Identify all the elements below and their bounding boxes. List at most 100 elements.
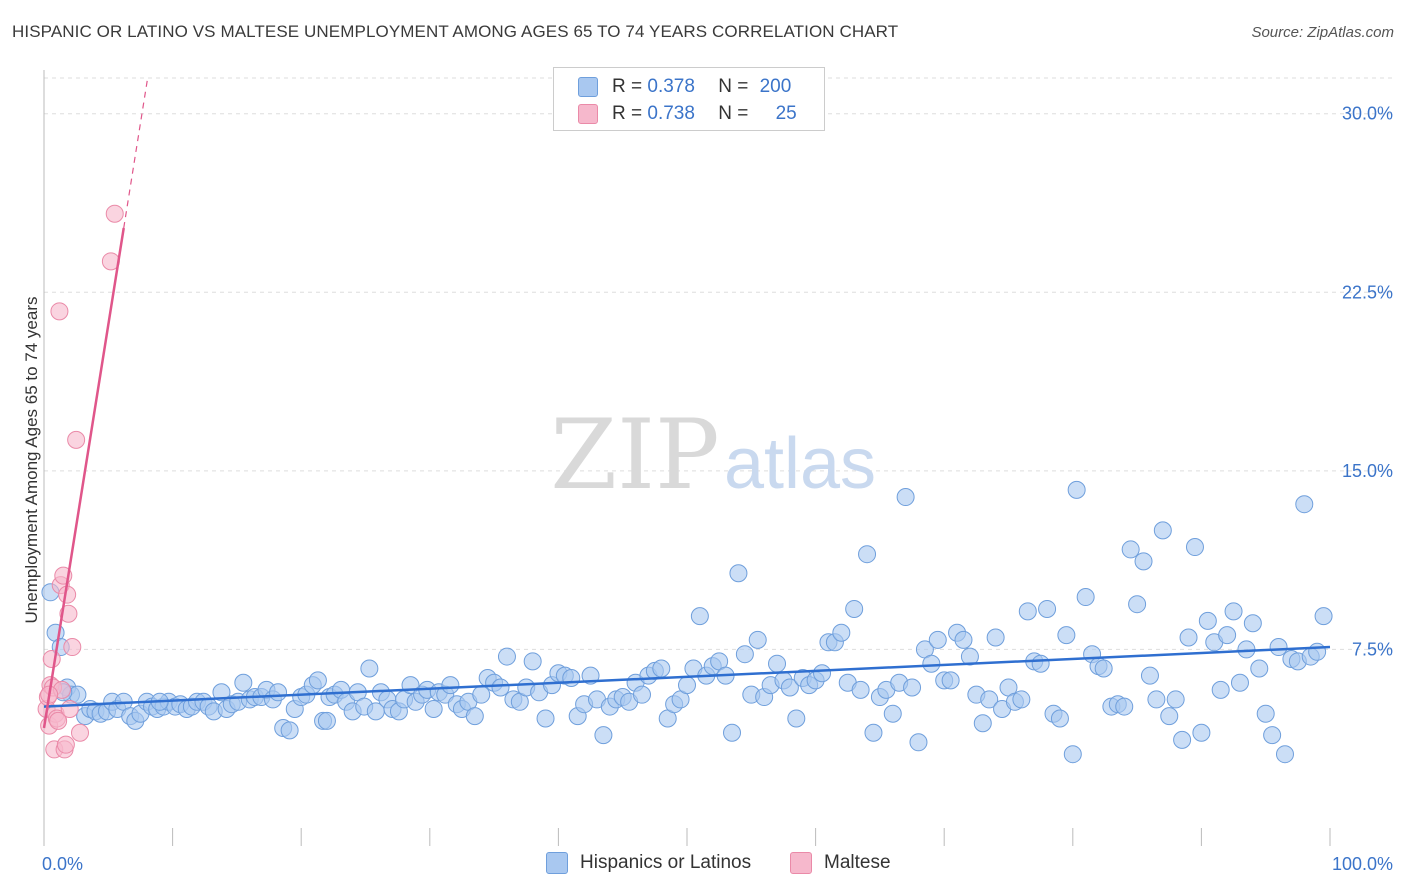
- data-point-hispanics: [1192, 723, 1211, 742]
- series-swatch-pink: [790, 852, 812, 874]
- data-point-hispanics: [883, 704, 902, 723]
- data-point-hispanics: [1250, 659, 1269, 678]
- data-point-hispanics: [748, 630, 767, 649]
- data-point-hispanics: [1211, 680, 1230, 699]
- data-point-hispanics: [1256, 704, 1275, 723]
- data-point-hispanics: [960, 647, 979, 666]
- data-point-hispanics: [562, 669, 581, 687]
- legend-r-value: 0.378: [647, 76, 695, 97]
- data-point-hispanics: [780, 678, 799, 697]
- data-point-hispanics: [787, 709, 806, 728]
- data-point-hispanics: [1050, 709, 1069, 728]
- data-point-hispanics: [928, 630, 947, 649]
- data-point-hispanics: [678, 676, 696, 695]
- data-point-hispanics: [280, 721, 299, 740]
- data-point-hispanics: [864, 723, 883, 742]
- data-point-hispanics: [1198, 611, 1217, 630]
- data-point-hispanics: [1057, 626, 1076, 645]
- data-point-hispanics: [1018, 602, 1037, 621]
- data-point-hispanics: [903, 678, 922, 697]
- data-point-maltese: [59, 604, 78, 623]
- data-point-hispanics: [723, 723, 742, 742]
- data-point-maltese: [50, 302, 69, 321]
- watermark-zip: ZIP: [550, 399, 719, 511]
- data-point-hispanics: [690, 607, 709, 626]
- data-point-hispanics: [491, 678, 510, 697]
- data-point-hispanics: [1094, 659, 1113, 678]
- data-point-hispanics: [1173, 730, 1192, 749]
- data-point-hispanics: [1275, 745, 1294, 764]
- data-point-hispanics: [954, 630, 973, 649]
- data-point-hispanics: [317, 711, 336, 730]
- series-legend: Hispanics or Latinos Maltese: [0, 852, 1406, 876]
- chart-title: HISPANIC OR LATINO VS MALTESE UNEMPLOYME…: [12, 22, 899, 41]
- data-point-hispanics: [472, 685, 491, 704]
- data-point-hispanics: [1147, 690, 1166, 709]
- correlation-legend: R = 0.378 N = 200 R = 0.738 N = 25: [553, 67, 825, 131]
- chart-source: Source: ZipAtlas.com: [1251, 24, 1394, 41]
- data-point-hispanics: [896, 488, 915, 507]
- data-point-hispanics: [1269, 638, 1288, 657]
- legend-r-label: R =: [612, 103, 643, 124]
- series-hispanics-points: [41, 480, 1333, 764]
- data-point-hispanics: [1128, 595, 1147, 614]
- data-point-hispanics: [1160, 707, 1179, 726]
- data-point-hispanics: [1243, 614, 1262, 633]
- data-point-hispanics: [1076, 588, 1095, 607]
- data-point-hispanics: [632, 685, 651, 704]
- legend-r-value: 0.738: [647, 103, 695, 124]
- y-tick-label: 22.5%: [1342, 282, 1393, 302]
- trend-line-maltese: [42, 227, 125, 729]
- data-point-hispanics: [1224, 602, 1243, 621]
- data-point-hispanics: [212, 683, 231, 702]
- data-point-hispanics: [851, 680, 870, 699]
- data-point-hispanics: [1012, 690, 1031, 709]
- data-point-hispanics: [523, 652, 542, 671]
- data-point-maltese: [63, 638, 82, 657]
- watermark: ZIP atlas: [550, 399, 876, 511]
- data-point-hispanics: [1067, 480, 1086, 499]
- data-point-hispanics: [858, 545, 877, 564]
- legend-swatch-pink: [578, 104, 598, 124]
- data-point-hispanics: [269, 683, 288, 702]
- data-point-hispanics: [1314, 607, 1333, 626]
- data-point-hispanics: [909, 733, 928, 752]
- legend-swatch-blue: [578, 77, 598, 97]
- data-point-hispanics: [1063, 745, 1082, 764]
- data-point-hispanics: [1218, 626, 1237, 645]
- y-tick-label: 7.5%: [1352, 639, 1393, 659]
- gridlines: [44, 77, 1394, 650]
- data-point-hispanics: [941, 671, 960, 690]
- data-point-hispanics: [986, 628, 1005, 647]
- data-point-hispanics: [1140, 666, 1159, 685]
- data-point-hispanics: [536, 709, 555, 728]
- data-point-hispanics: [729, 564, 748, 583]
- data-point-hispanics: [1166, 690, 1185, 709]
- data-point-hispanics: [1121, 540, 1140, 559]
- data-point-hispanics: [1038, 599, 1057, 618]
- data-point-hispanics: [832, 623, 851, 642]
- data-point-hispanics: [594, 726, 613, 745]
- series-legend-maltese: Maltese: [790, 852, 891, 874]
- data-point-hispanics: [735, 645, 754, 664]
- data-point-hispanics: [845, 599, 864, 618]
- series-swatch-blue: [546, 852, 568, 874]
- data-point-hispanics: [234, 673, 253, 692]
- tick-labels: 7.5% 15.0% 22.5% 30.0% 0.0% 100.0%: [42, 104, 1393, 874]
- series-legend-hispanics: Hispanics or Latinos: [546, 852, 751, 874]
- data-point-hispanics: [973, 714, 992, 733]
- legend-n-value: 25: [775, 103, 797, 124]
- y-tick-label: 15.0%: [1342, 461, 1393, 481]
- data-point-hispanics: [465, 707, 484, 726]
- legend-r-label: R =: [612, 76, 643, 97]
- data-point-hispanics: [1153, 521, 1172, 540]
- data-point-hispanics: [980, 690, 999, 709]
- data-point-hispanics: [813, 664, 832, 683]
- data-point-maltese: [67, 430, 86, 449]
- data-point-hispanics: [1295, 495, 1314, 514]
- data-point-hispanics: [424, 699, 443, 718]
- legend-n-value: 200: [759, 76, 792, 97]
- data-point-hispanics: [1230, 673, 1249, 692]
- series-legend-label: Hispanics or Latinos: [580, 852, 752, 873]
